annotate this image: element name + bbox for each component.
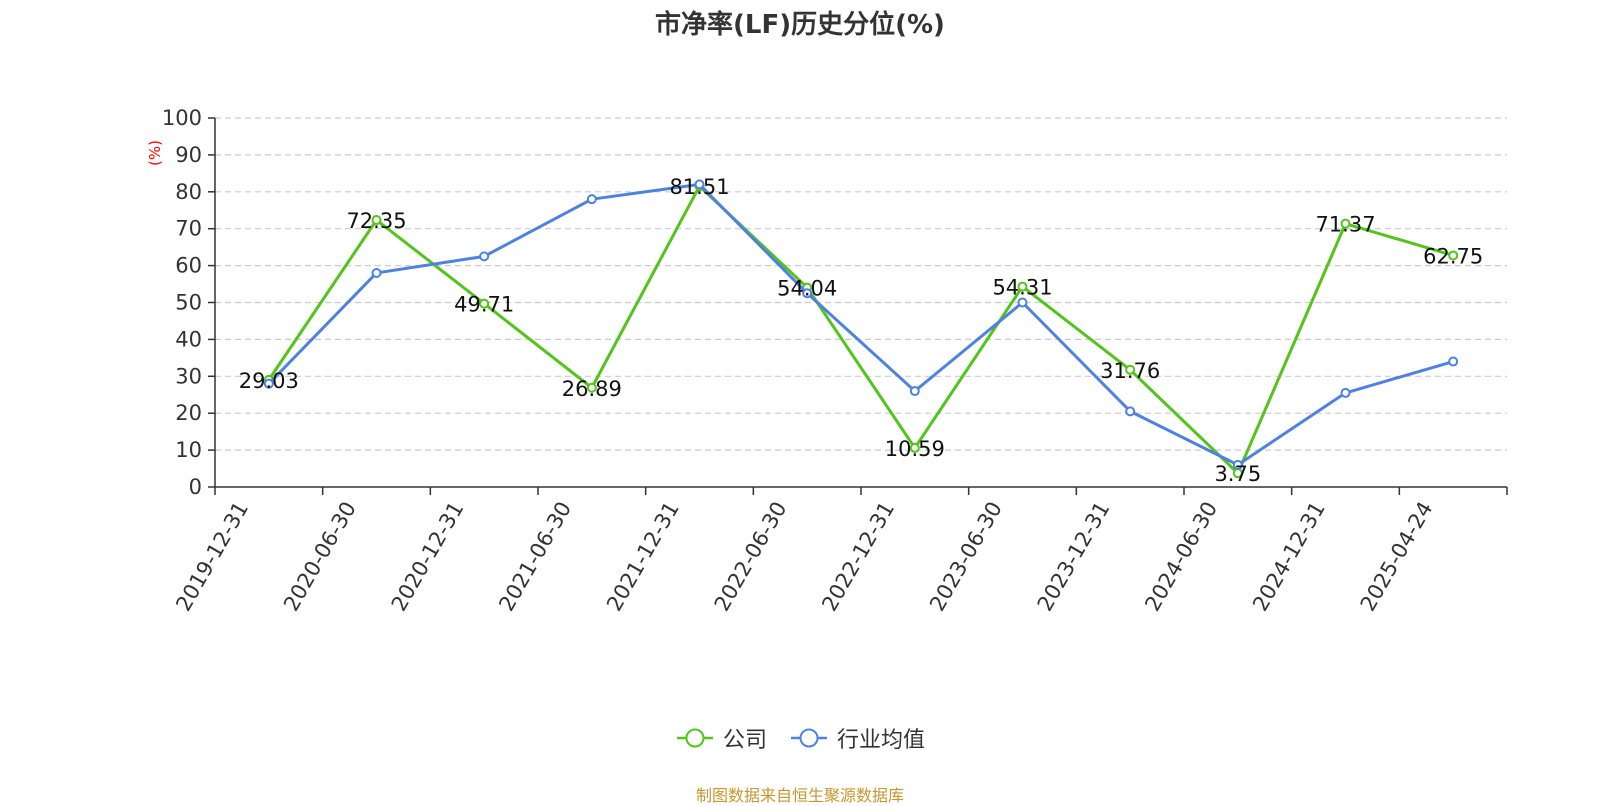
- data-point-industry-average: [371, 267, 382, 278]
- data-label: 29.03: [239, 369, 299, 393]
- y-tick-label: 20: [175, 401, 202, 425]
- x-tick-label: 2024-12-31: [1248, 498, 1330, 616]
- legend-item-industry-average[interactable]: 行业均值: [789, 722, 925, 754]
- y-tick-label: 100: [162, 106, 202, 130]
- data-label: 71.37: [1315, 213, 1375, 237]
- data-point-industry-average: [694, 179, 705, 190]
- data-point-industry-average: [1340, 387, 1351, 398]
- data-label: 10.59: [885, 437, 945, 461]
- y-axis-label: (%): [146, 140, 164, 166]
- legend-line-marker-icon: [791, 728, 827, 748]
- data-label: 72.35: [346, 209, 406, 233]
- y-tick-label: 50: [175, 291, 202, 315]
- data-point-company: [1340, 218, 1351, 229]
- x-tick-label: 2023-12-31: [1033, 498, 1115, 616]
- data-point-industry-average: [479, 251, 490, 262]
- x-tick-label: 2021-06-30: [494, 498, 576, 616]
- x-tick-label: 2019-12-31: [171, 498, 253, 616]
- data-point-company: [479, 298, 490, 309]
- y-tick-label: 60: [175, 254, 202, 278]
- data-point-industry-average: [1448, 356, 1459, 367]
- x-tick-label: 2022-06-30: [710, 498, 792, 616]
- x-tick-label: 2024-06-30: [1140, 498, 1222, 616]
- data-point-company: [1017, 281, 1028, 292]
- data-point-industry-average: [802, 288, 813, 299]
- data-point-company: [1125, 364, 1136, 375]
- data-label: 26.89: [562, 377, 622, 401]
- x-tick-label: 2020-12-31: [387, 497, 469, 615]
- x-tick-label: 2022-12-31: [817, 498, 899, 616]
- data-point-industry-average: [1125, 406, 1136, 417]
- y-tick-label: 80: [175, 180, 202, 204]
- legend-line-marker-icon: [676, 728, 713, 748]
- legend: 公司 行业均值: [0, 722, 1600, 754]
- chart-title: 市净率(LF)历史分位(%): [655, 10, 945, 40]
- series-line-company: [267, 184, 1454, 475]
- x-tick-label: 2023-06-30: [925, 498, 1007, 616]
- legend-item-company[interactable]: 公司: [675, 722, 767, 754]
- legend-label-company: 公司: [722, 728, 767, 753]
- data-label: 81.51: [669, 175, 729, 199]
- y-tick-label: 70: [175, 217, 202, 241]
- data-point-industry-average: [586, 194, 597, 205]
- data-label: 31.76: [1100, 359, 1160, 383]
- data-point-company: [909, 442, 920, 453]
- data-label: 62.75: [1423, 244, 1483, 268]
- data-point-company: [586, 382, 597, 393]
- y-tick-label: 30: [175, 364, 202, 388]
- data-label: 54.31: [992, 276, 1052, 300]
- data-label: 3.75: [1214, 462, 1261, 486]
- source-note: 制图数据来自恒生聚源数据库: [695, 786, 904, 805]
- data-point-industry-average: [1232, 459, 1243, 470]
- data-label: 49.71: [454, 293, 514, 317]
- data-point-industry-average: [909, 386, 920, 397]
- data-labels: 29.03 72.35 49.71 26.89 81.51 54.04 10.59 54.31…: [239, 175, 1483, 486]
- legend-label-industry-average: 行业均值: [837, 728, 926, 753]
- data-label: 54.04: [777, 277, 837, 301]
- grid-lines: [215, 117, 1507, 451]
- data-point-company: [371, 215, 382, 226]
- data-point-company: [1448, 250, 1459, 261]
- x-tick-label: 2021-12-31: [602, 498, 684, 616]
- x-tick-label: 2020-06-30: [279, 498, 361, 616]
- y-tick-label: 0: [189, 475, 202, 499]
- x-tick-label: 2025-04-24: [1356, 498, 1438, 616]
- series-line-industry-average: [267, 182, 1454, 467]
- y-tick-label: 90: [175, 143, 202, 167]
- data-point-industry-average: [263, 378, 274, 389]
- y-tick-label: 10: [175, 438, 202, 462]
- series: [263, 179, 1459, 479]
- axes: 0 10 20 30 40 50 60 70 80 90 100 (%) 2019-12-31 2020-…: [146, 106, 1508, 616]
- data-point-industry-average: [1017, 297, 1028, 308]
- y-tick-label: 40: [175, 327, 202, 351]
